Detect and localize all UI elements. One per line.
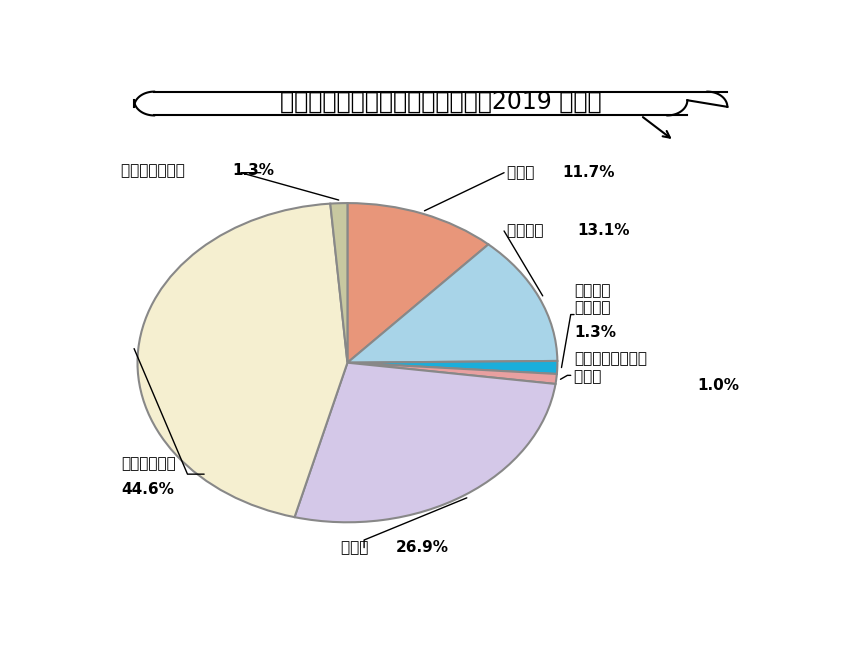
Wedge shape <box>138 203 347 517</box>
Text: 公共職業能力開発
施設等: 公共職業能力開発 施設等 <box>574 351 647 384</box>
Text: 大学等: 大学等 <box>507 165 540 180</box>
Text: それ以外の者: それ以外の者 <box>120 457 175 472</box>
Wedge shape <box>347 203 488 363</box>
Wedge shape <box>347 363 557 384</box>
Wedge shape <box>294 363 556 522</box>
Wedge shape <box>347 361 557 374</box>
Text: 不詳・死亡の者: 不詳・死亡の者 <box>120 163 189 178</box>
Text: 専修学校
一般課程: 専修学校 一般課程 <box>574 283 611 316</box>
Text: 13.1%: 13.1% <box>577 224 630 238</box>
Text: 専門課程: 専門課程 <box>507 224 549 238</box>
Text: 44.6%: 44.6% <box>120 482 174 497</box>
Wedge shape <box>347 244 557 363</box>
Wedge shape <box>330 203 347 363</box>
Text: 1.3%: 1.3% <box>233 163 275 178</box>
Text: 公立通信制高校の卒業後の進路（2019 年度）: 公立通信制高校の卒業後の進路（2019 年度） <box>280 89 601 114</box>
Text: 11.7%: 11.7% <box>562 165 615 180</box>
Text: 26.9%: 26.9% <box>396 540 449 555</box>
Text: 1.0%: 1.0% <box>697 378 740 393</box>
Text: 1.3%: 1.3% <box>574 325 616 340</box>
Text: 就職者: 就職者 <box>341 540 373 555</box>
